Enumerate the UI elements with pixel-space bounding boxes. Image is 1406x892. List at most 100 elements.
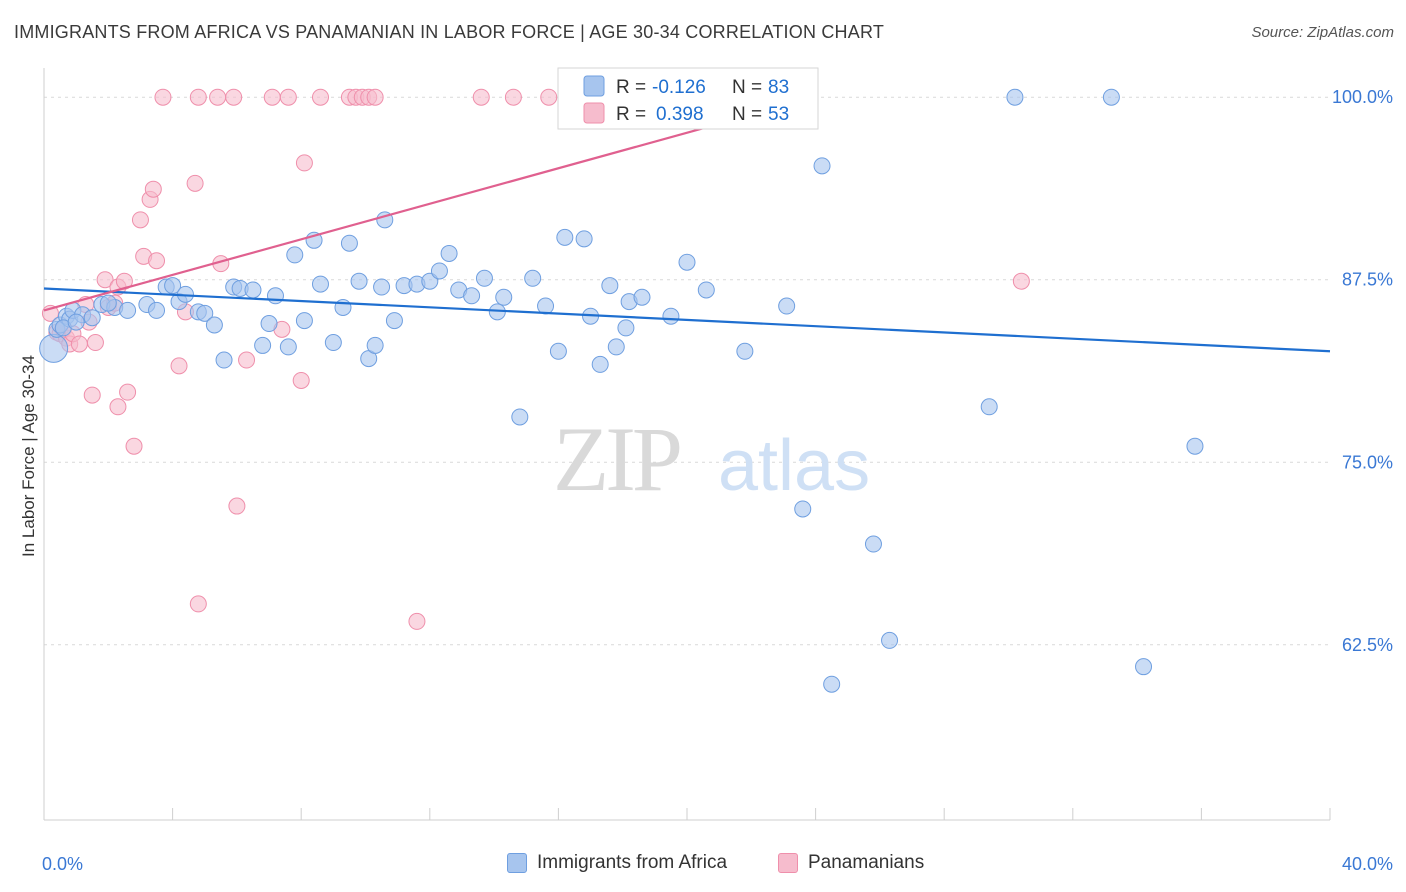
panamanians-point [225, 88, 243, 106]
africa-point [99, 294, 117, 312]
panamanians-point [109, 398, 127, 416]
watermark-atlas: atlas [718, 426, 870, 506]
legend-item-africa[interactable]: Immigrants from Africa [507, 852, 727, 874]
africa-point [148, 301, 166, 319]
legend-item-panamanians[interactable]: Panamanians [778, 852, 924, 874]
panamanians-trend-line [43, 96, 816, 312]
y-tick-label: 75.0% [1342, 452, 1393, 472]
stats-n-value-panamanians: 53 [768, 104, 789, 125]
panamanians-point [131, 211, 149, 229]
africa-point [813, 157, 831, 175]
africa-point [591, 355, 609, 373]
africa-point [373, 278, 391, 296]
stats-r-value-africa: -0.126 [652, 77, 706, 98]
africa-point [463, 287, 481, 305]
panamanians-point [504, 88, 522, 106]
panamanians-point [125, 437, 143, 455]
africa-points [39, 88, 1204, 693]
y-axis-label: In Labor Force | Age 30-34 [19, 355, 38, 557]
stats-legend-swatch-panamanians [583, 102, 605, 124]
africa-point [266, 287, 284, 305]
africa-point [697, 281, 715, 299]
africa-point [279, 338, 297, 356]
africa-point [662, 307, 680, 325]
africa-point [350, 272, 368, 290]
legend-label-panamanians: Panamanians [808, 852, 925, 873]
africa-point [1006, 88, 1024, 106]
panamanians-point [154, 88, 172, 106]
source-credit: Source: ZipAtlas.com [1251, 24, 1394, 41]
africa-point [607, 338, 625, 356]
africa-point [260, 315, 278, 333]
x-tick-labels: 0.0% 40.0% [42, 854, 1393, 874]
stats-n-value-africa: 83 [768, 77, 789, 98]
africa-point [39, 333, 69, 363]
africa-point [324, 334, 342, 352]
africa-point [67, 313, 85, 331]
stats-r-label-africa: R = [616, 77, 646, 98]
africa-point [617, 319, 635, 337]
panamanians-point [189, 88, 207, 106]
africa-point [366, 336, 384, 354]
stats-r-label-panamanians: R = [616, 104, 646, 125]
axes [43, 68, 1331, 821]
y-tick-labels: 100.0% 87.5% 75.0% 62.5% [1332, 87, 1393, 655]
africa-trend-line [43, 287, 1331, 353]
legend-swatch-africa [507, 853, 527, 873]
africa-point [215, 351, 233, 369]
africa-point [794, 500, 812, 518]
stats-n-label-africa: N = [732, 77, 762, 98]
africa-point [440, 244, 458, 262]
panamanians-point [1012, 272, 1030, 290]
africa-point [430, 262, 448, 280]
chart-title: IMMIGRANTS FROM AFRICA VS PANAMANIAN IN … [14, 22, 885, 42]
legend-label-africa: Immigrants from Africa [537, 852, 728, 873]
africa-point [549, 342, 567, 360]
panamanians-point [83, 386, 101, 404]
panamanians-point [228, 497, 246, 515]
africa-point [633, 288, 651, 306]
africa-point [286, 246, 304, 264]
stats-r-value-panamanians: 0.398 [656, 104, 704, 125]
panamanians-point [148, 252, 166, 270]
africa-point [295, 312, 313, 330]
panamanians-point [540, 88, 558, 106]
africa-point [1135, 658, 1153, 676]
trend-lines [43, 96, 1331, 353]
x-tick-label: 40.0% [1342, 854, 1393, 874]
africa-point [311, 275, 329, 293]
africa-point [678, 253, 696, 271]
panamanians-points [41, 88, 1030, 630]
panamanians-point [295, 154, 313, 172]
africa-point [83, 309, 101, 327]
panamanians-point [70, 335, 88, 353]
legend-swatch-panamanians [778, 853, 798, 873]
gridlines [44, 96, 1330, 646]
africa-point [385, 312, 403, 330]
panamanians-point [279, 88, 297, 106]
watermark-zip: ZIP [553, 408, 680, 510]
africa-point [205, 316, 223, 334]
africa-point [823, 675, 841, 693]
africa-point [475, 269, 493, 287]
panamanians-point [408, 612, 426, 630]
africa-point [1102, 88, 1120, 106]
x-tick-label: 0.0% [42, 854, 83, 874]
africa-point [1186, 437, 1204, 455]
africa-point [575, 230, 593, 248]
panamanians-point [96, 271, 114, 289]
africa-point [254, 336, 272, 354]
zipatlas-watermark: ZIP atlas [553, 408, 870, 510]
africa-point [980, 398, 998, 416]
panamanians-point [189, 595, 207, 613]
panamanians-point [263, 88, 281, 106]
africa-point [864, 535, 882, 553]
panamanians-point [311, 88, 329, 106]
stats-legend: R = -0.126 N = 83 R = 0.398 N = 53 [557, 67, 819, 130]
africa-point [524, 269, 542, 287]
africa-point [164, 277, 182, 295]
y-tick-label: 62.5% [1342, 635, 1393, 655]
africa-point [881, 631, 899, 649]
africa-point [340, 234, 358, 252]
